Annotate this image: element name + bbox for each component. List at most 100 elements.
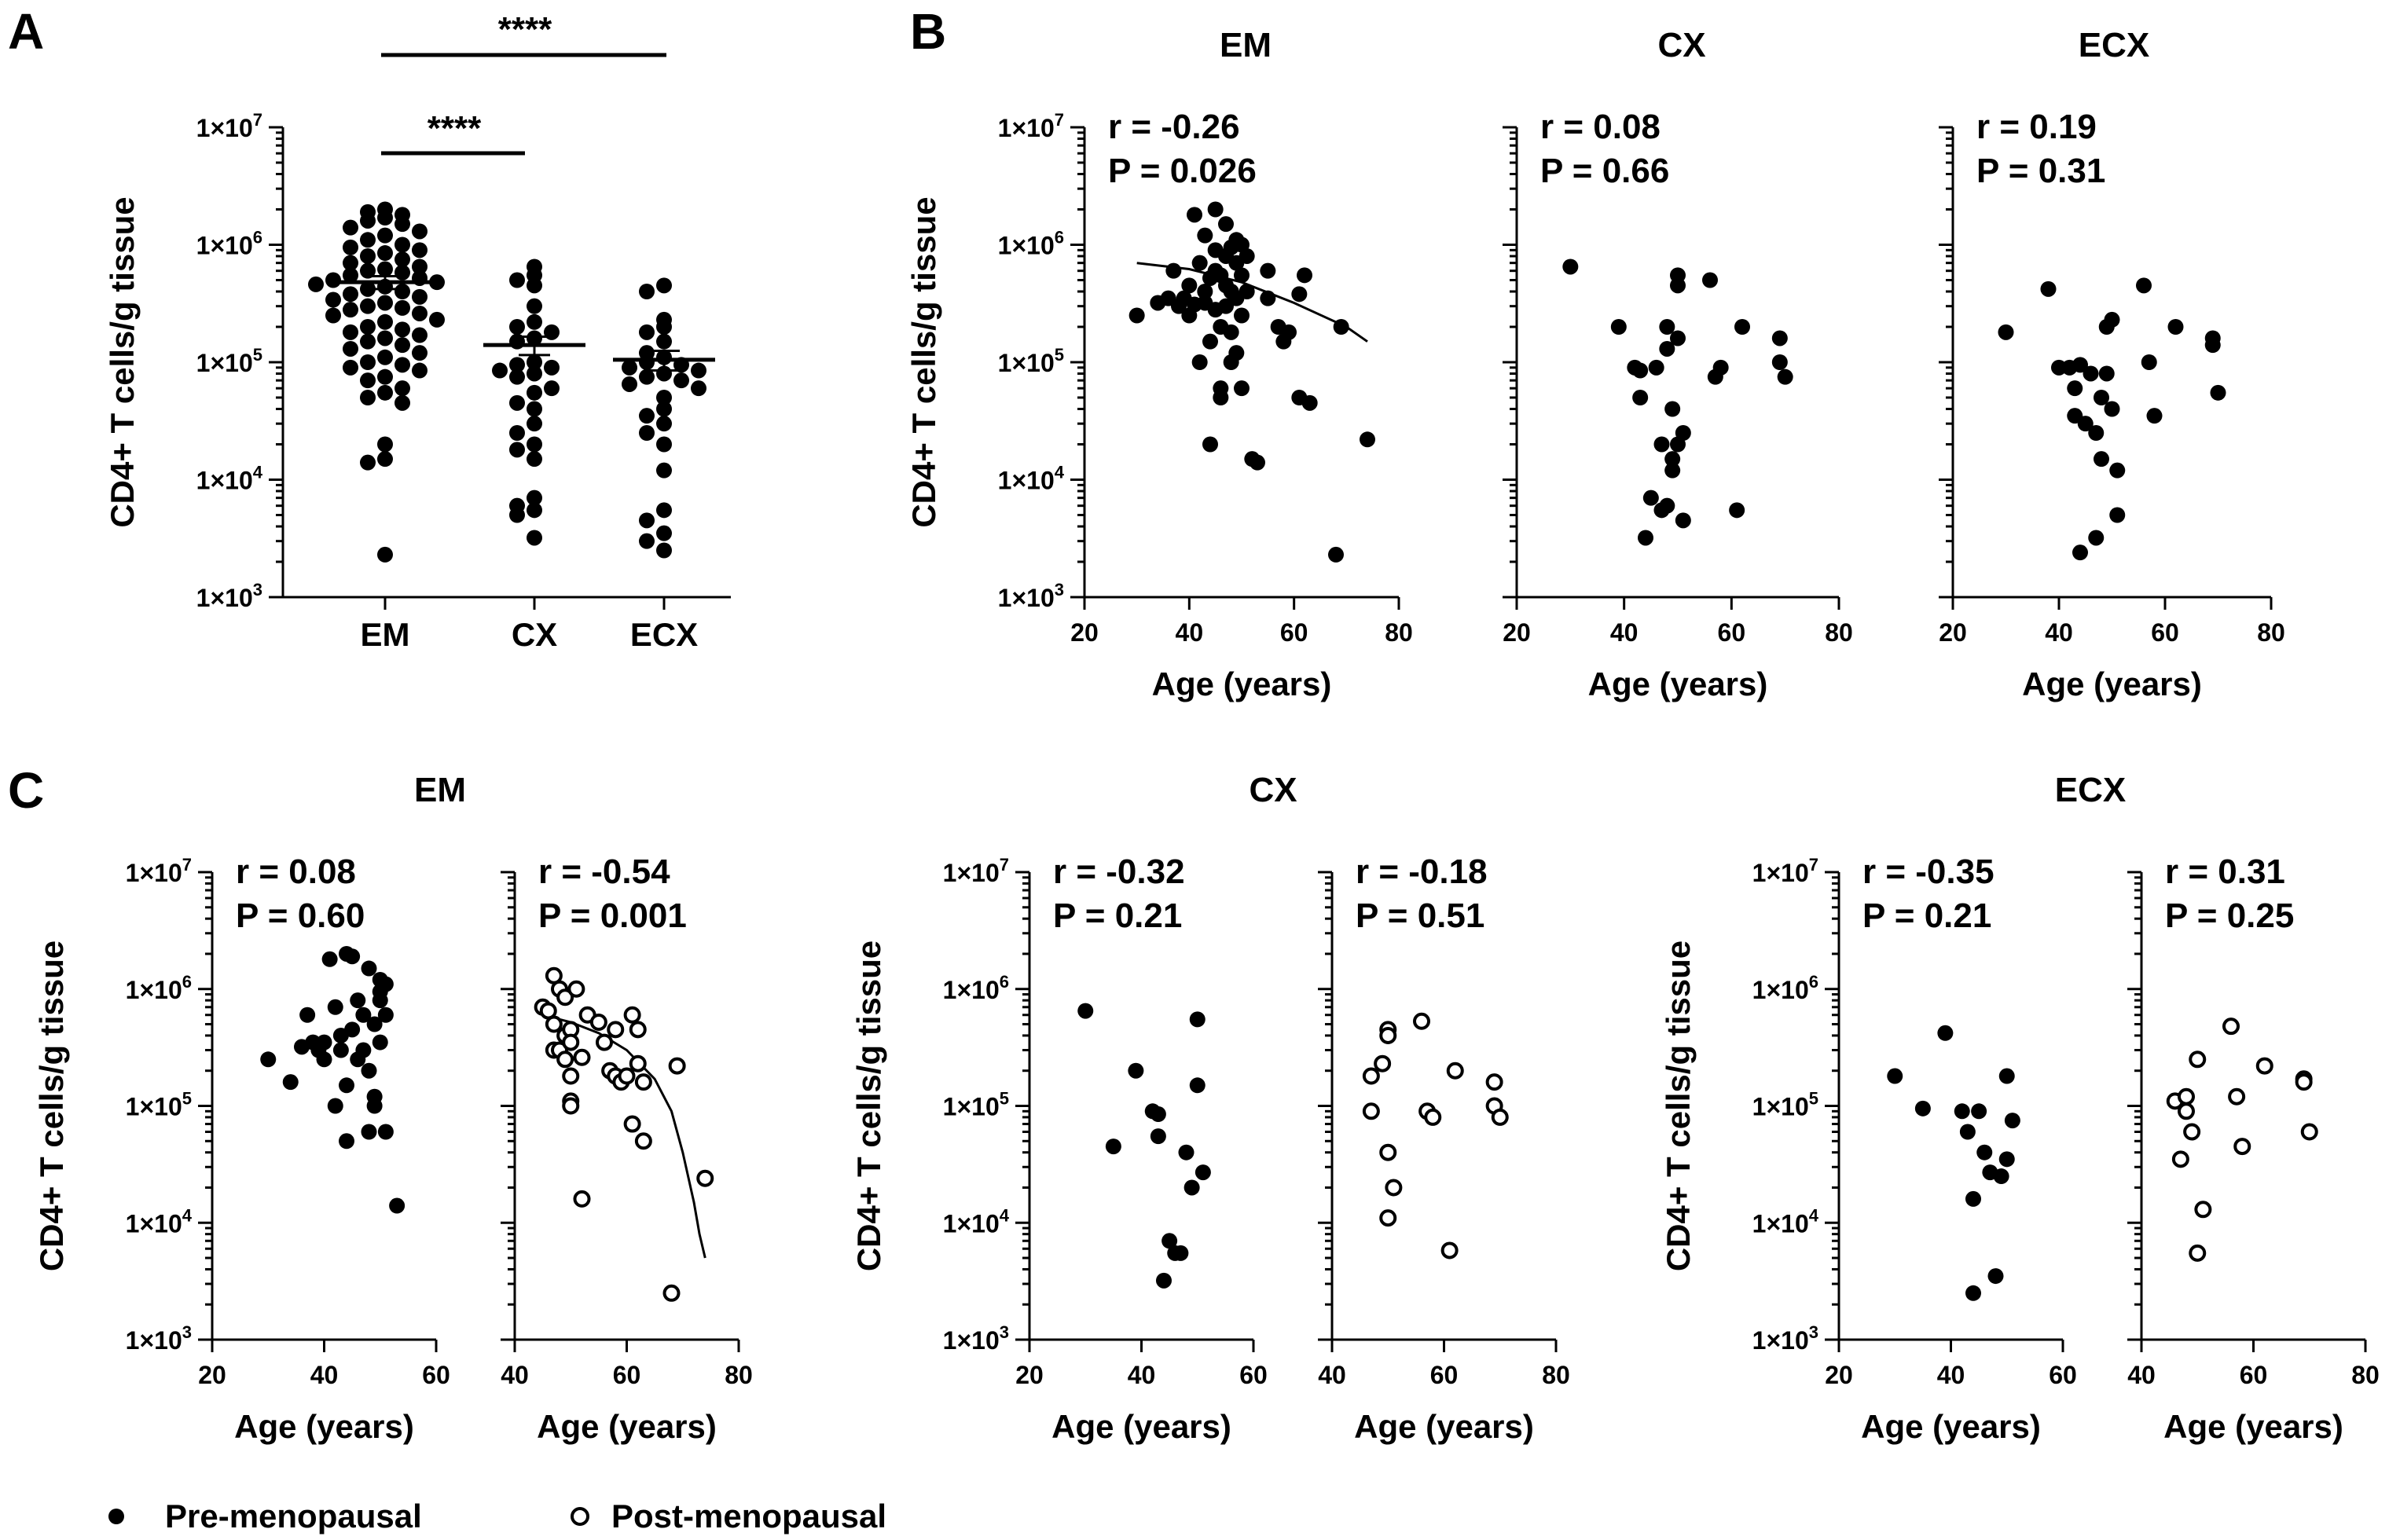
data-point — [509, 272, 525, 288]
data-point — [2189, 1244, 2207, 1262]
data-point — [377, 245, 393, 262]
p-value: P = 0.60 — [236, 896, 365, 935]
data-point — [377, 368, 393, 385]
data-point — [1954, 1103, 1970, 1120]
data-point — [639, 533, 655, 549]
data-point — [656, 542, 672, 559]
data-point — [316, 1034, 332, 1050]
data-point — [339, 1077, 354, 1094]
y-tick-label: 1×106 — [196, 228, 262, 260]
data-point — [668, 1057, 686, 1075]
data-point — [377, 295, 393, 311]
data-point — [656, 416, 672, 432]
data-point — [527, 401, 542, 417]
x-tick-label: 20 — [1825, 1361, 1853, 1389]
data-point — [1077, 1003, 1094, 1019]
data-point — [1181, 277, 1198, 294]
data-point — [377, 436, 393, 453]
data-point — [1191, 354, 1208, 370]
x-tick-label: 40 — [1176, 618, 1204, 647]
x-tick-label: 80 — [725, 1361, 753, 1389]
data-point — [1914, 1100, 1931, 1116]
data-point — [1156, 1272, 1172, 1289]
x-tick-label: 40 — [1937, 1361, 1965, 1389]
p-value: P = 0.25 — [2165, 896, 2294, 935]
data-point — [527, 502, 542, 519]
data-point — [394, 380, 410, 397]
x-tick-label: 20 — [198, 1361, 226, 1389]
data-point — [2194, 1201, 2212, 1219]
p-value: P = 0.21 — [1862, 896, 1991, 935]
data-point — [691, 380, 706, 397]
c-ecx-title: ECX — [2055, 771, 2126, 809]
data-point — [327, 1098, 343, 1114]
x-tick-label: 20 — [1070, 618, 1099, 647]
data-point — [412, 362, 428, 379]
data-point — [1213, 390, 1229, 406]
r-value: r = -0.26 — [1108, 108, 1240, 146]
data-point — [377, 384, 393, 401]
data-point — [1734, 318, 1750, 335]
data-point — [656, 277, 672, 294]
data-point — [394, 236, 410, 253]
data-point — [492, 362, 508, 379]
data-point — [394, 357, 410, 373]
data-point — [355, 1042, 372, 1058]
data-point — [360, 248, 376, 264]
data-point — [1965, 1285, 1981, 1301]
data-point — [377, 1006, 394, 1023]
data-point — [2083, 365, 2099, 382]
data-point — [527, 314, 542, 330]
r-value: r = 0.08 — [1540, 108, 1661, 146]
data-point — [350, 992, 366, 1009]
data-point — [509, 318, 525, 335]
data-point — [377, 349, 393, 365]
data-point — [360, 280, 376, 297]
y-tick-label: 1×106 — [1752, 972, 1818, 1004]
x-tick-label: 60 — [2240, 1361, 2268, 1389]
r-value: r = 0.08 — [236, 852, 356, 891]
data-point — [412, 288, 428, 305]
x-axis-label: Age (years) — [2163, 1408, 2343, 1445]
data-point — [696, 1169, 714, 1187]
data-point — [1664, 451, 1681, 468]
data-point — [1128, 307, 1145, 324]
data-point — [412, 327, 428, 343]
legend-post-label: Post-menopausal — [611, 1498, 886, 1534]
p-value: P = 0.31 — [1976, 152, 2105, 190]
x-tick-label: 60 — [2049, 1361, 2077, 1389]
y-tick-label: 1×107 — [1752, 855, 1818, 887]
data-point — [1642, 490, 1659, 506]
x-tick-label: 60 — [1280, 618, 1308, 647]
plot-b-ecx: 20 40 60 80 Age (years) r = 0.19 P = 0.31 — [1939, 108, 2285, 702]
data-point — [527, 436, 542, 453]
data-point — [412, 305, 428, 321]
data-point — [623, 1115, 641, 1133]
data-point — [2178, 1102, 2195, 1120]
data-point — [1362, 1102, 1380, 1120]
y-tick-label: 1×103 — [1752, 1322, 1818, 1355]
data-point — [394, 337, 410, 354]
data-point — [629, 1021, 647, 1039]
data-point — [1333, 318, 1349, 335]
data-point — [1250, 454, 1265, 471]
data-point — [1191, 255, 1208, 271]
x-axis-label: Age (years) — [1588, 666, 1768, 702]
data-point — [377, 330, 393, 346]
data-point — [394, 216, 410, 233]
p-value: P = 0.66 — [1540, 152, 1669, 190]
data-point — [308, 276, 324, 292]
data-point — [1260, 262, 1276, 279]
c-cx-title: CX — [1249, 771, 1297, 809]
data-point — [1385, 1179, 1403, 1197]
y-axis-label: CD4+ T cells/g tissue — [104, 196, 141, 527]
data-point — [2300, 1123, 2318, 1141]
plot-c-ecx-post: 40 60 80 Age (years) r = 0.31 P = 0.25 — [2127, 852, 2380, 1445]
plot-b-em: 1×107 1×106 1×105 1×104 1×103 CD4+ T cells/g … — [905, 108, 1413, 702]
data-point — [343, 255, 358, 271]
data-point — [1150, 1128, 1166, 1145]
data-point — [372, 984, 388, 1000]
r-value: r = 0.19 — [1976, 108, 2097, 146]
data-point — [1281, 324, 1297, 340]
panel-label-c: C — [8, 762, 44, 819]
